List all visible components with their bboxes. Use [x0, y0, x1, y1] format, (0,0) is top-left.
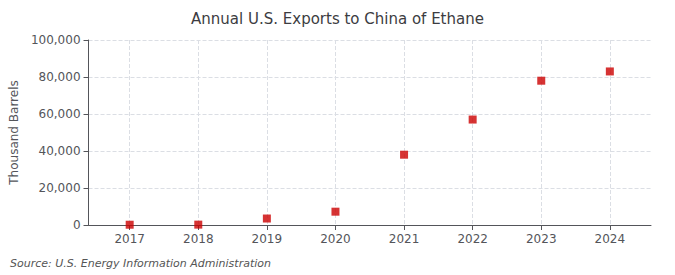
- svg-text:2019: 2019: [252, 232, 283, 246]
- svg-text:Annual U.S. Exports to China o: Annual U.S. Exports to China of Ethane: [191, 10, 484, 28]
- svg-text:100,000: 100,000: [31, 33, 81, 47]
- svg-text:40,000: 40,000: [39, 144, 81, 158]
- svg-text:2020: 2020: [320, 232, 351, 246]
- svg-text:2023: 2023: [526, 232, 557, 246]
- svg-text:20,000: 20,000: [39, 181, 81, 195]
- svg-text:2018: 2018: [183, 232, 214, 246]
- svg-text:60,000: 60,000: [39, 107, 81, 121]
- svg-text:Source: U.S. Energy Informatio: Source: U.S. Energy Information Administ…: [10, 257, 271, 270]
- svg-text:Thousand Barrels: Thousand Barrels: [7, 80, 21, 185]
- svg-text:80,000: 80,000: [39, 70, 81, 84]
- svg-text:2022: 2022: [457, 232, 488, 246]
- svg-text:2021: 2021: [389, 232, 420, 246]
- svg-text:2017: 2017: [114, 232, 145, 246]
- svg-text:0: 0: [73, 218, 81, 232]
- svg-text:2024: 2024: [595, 232, 626, 246]
